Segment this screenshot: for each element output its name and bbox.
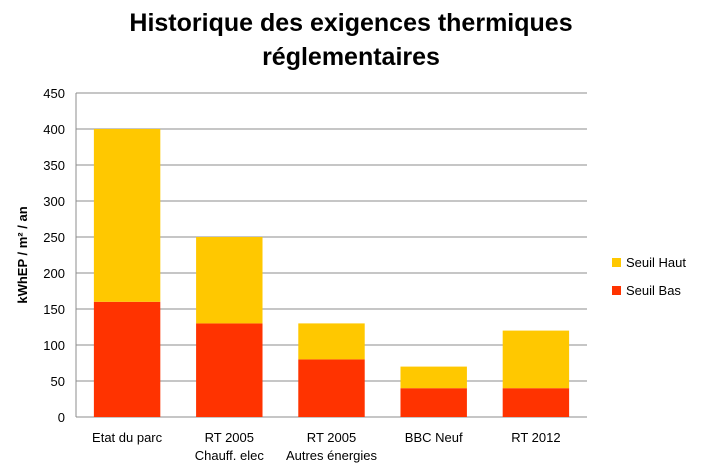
y-tick-label-100: 100 [43,338,65,353]
y-tick-label-0: 0 [58,410,65,425]
y-tick-label-300: 300 [43,194,65,209]
x-tick-label-2-0: RT 2005 [307,430,356,445]
y-tick-label-350: 350 [43,158,65,173]
bar-seuil-haut-3 [400,366,467,389]
legend-swatch-seuil-haut [612,257,621,267]
legend-item-seuil-bas: Seuil Bas [612,280,686,300]
x-tick-label-1-0: RT 2005 [205,430,254,445]
chart-title-line-1: Historique des exigences thermiques [129,9,573,37]
y-tick-label-250: 250 [43,230,65,245]
legend-label-seuil-haut: Seuil Haut [626,254,686,270]
chart-title-line-2: réglementaires [262,43,440,71]
bar-seuil-bas-4 [502,388,570,417]
bar-seuil-bas-2 [298,359,365,417]
y-tick-label-200: 200 [43,266,65,281]
x-tick-label-4-0: RT 2012 [511,430,560,445]
bar-seuil-bas-3 [400,388,467,417]
bar-seuil-bas-1 [196,323,263,417]
bar-seuil-haut-4 [502,330,570,389]
legend-swatch-seuil-bas [612,285,621,295]
y-tick-label-400: 400 [43,122,65,137]
legend-item-seuil-haut: Seuil Haut [612,252,686,272]
y-axis-title: kWhEP / m² / an [15,206,30,303]
x-tick-label-1-1: Chauff. elec [195,448,265,463]
y-tick-label-50: 50 [51,374,65,389]
legend-label-seuil-bas: Seuil Bas [626,282,681,298]
y-tick-label-450: 450 [43,86,65,101]
chart-title: Historique des exigences thermiques régl… [0,6,702,74]
x-tick-label-3-0: BBC Neuf [405,430,463,445]
x-tick-label-0-0: Etat du parc [92,430,163,445]
bar-seuil-haut-2 [298,323,365,360]
bar-seuil-haut-1 [196,237,263,324]
legend: Seuil Haut Seuil Bas [612,252,686,308]
y-tick-label-150: 150 [43,302,65,317]
bar-seuil-bas-0 [93,301,161,417]
bar-seuil-haut-0 [93,129,161,302]
x-tick-label-2-1: Autres énergies [286,448,378,463]
